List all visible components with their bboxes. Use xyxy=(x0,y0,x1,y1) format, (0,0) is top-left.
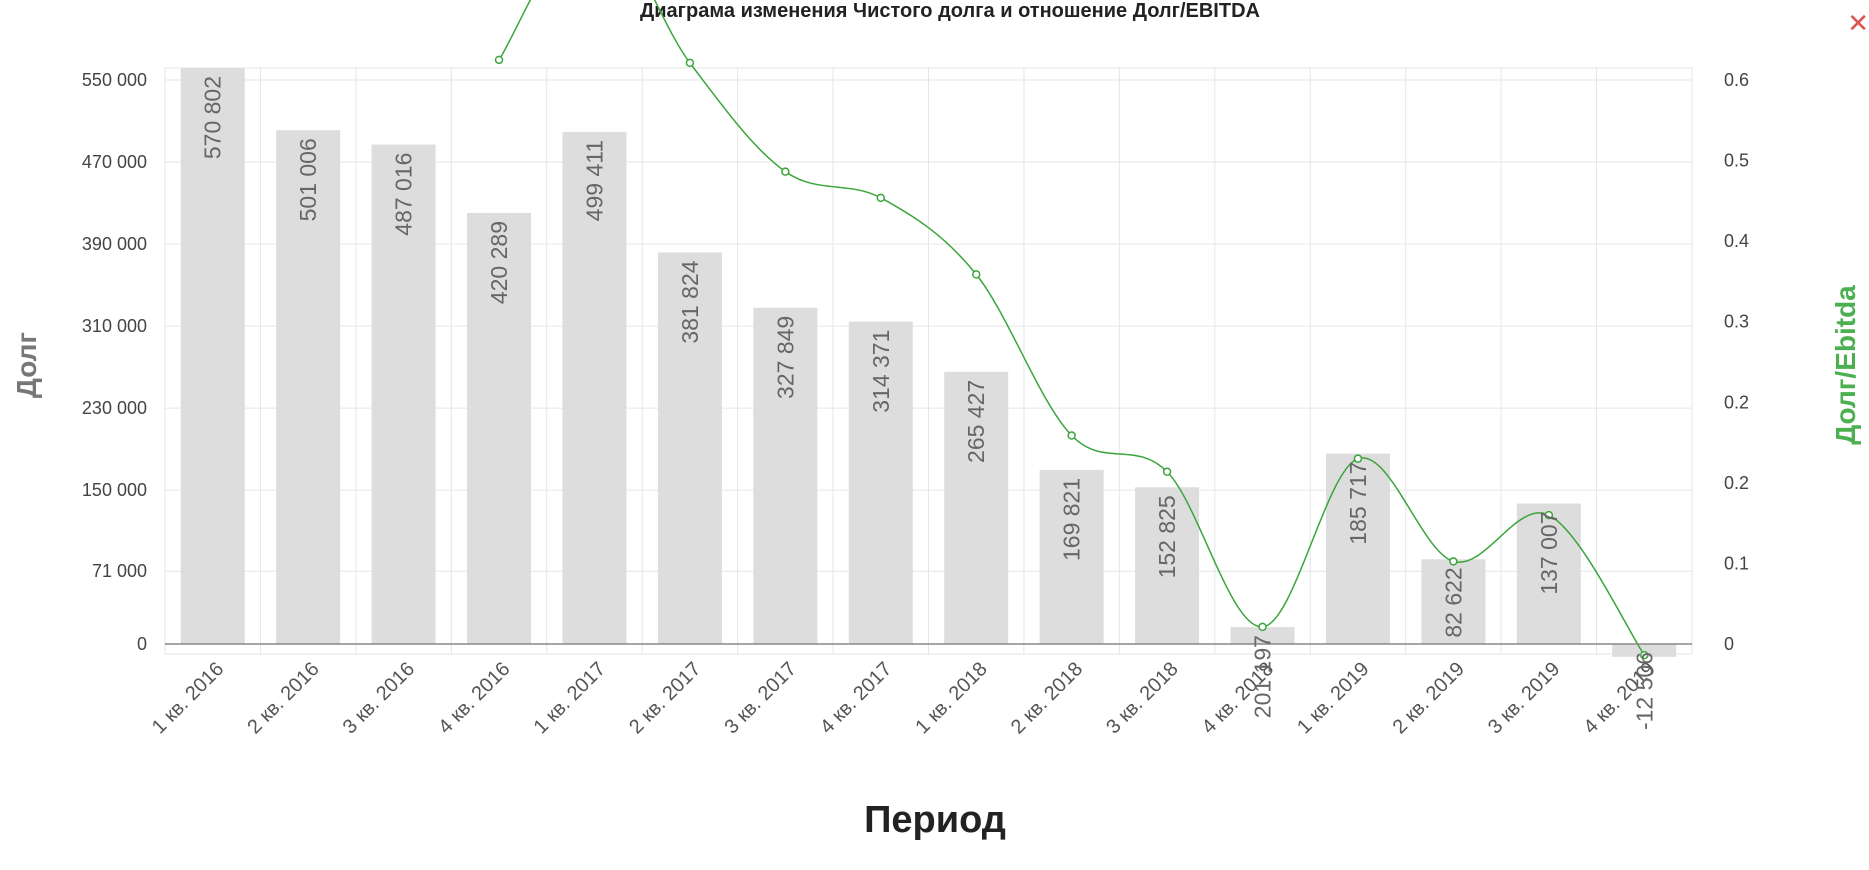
bar-value-label: 487 016 xyxy=(391,153,417,236)
bar-value-label: 499 411 xyxy=(581,140,607,221)
x-tick-label: 3 кв. 2019 xyxy=(1484,658,1564,738)
ratio-point xyxy=(685,58,695,68)
ratio-point xyxy=(1449,557,1458,566)
x-tick-label: 3 кв. 2016 xyxy=(339,658,419,738)
ratio-point xyxy=(971,270,981,279)
bar-value-label: 381 824 xyxy=(677,260,703,343)
y2-tick-label: 0.4 xyxy=(1724,231,1749,251)
ratio-point xyxy=(876,193,886,203)
bar xyxy=(1516,503,1581,644)
grid xyxy=(164,67,1693,655)
bar xyxy=(1230,627,1295,644)
bar-value-label: 314 371 xyxy=(868,330,894,413)
bar-labels: 570 802 501 006 487 016 420 289 499 411 381 8… xyxy=(200,76,1658,730)
x-tick-label: 4 кв. 2017 xyxy=(816,658,896,738)
bar-value-label: 570 802 xyxy=(200,76,226,159)
x-tick-label: 1 кв. 2018 xyxy=(911,658,991,738)
x-axis-label: Период xyxy=(864,799,1006,841)
bar-value-label: 501 006 xyxy=(295,138,321,221)
bar xyxy=(180,68,245,644)
bar xyxy=(371,144,436,645)
bar xyxy=(1135,487,1200,644)
chart-title: Диаграма изменения Чистого долга и отнош… xyxy=(640,0,1260,22)
x-tick-label: 3 кв. 2017 xyxy=(721,658,801,738)
y-tick-label: 310 000 xyxy=(82,316,147,336)
bar xyxy=(1612,644,1677,657)
y-tick-label: 230 000 xyxy=(82,398,147,418)
y2-tick-label: 0 xyxy=(1724,634,1734,654)
bar xyxy=(276,130,341,645)
x-tick-label: 1 кв. 2019 xyxy=(1293,658,1373,738)
y-tick-label: 550 000 xyxy=(82,70,147,90)
ratio-point xyxy=(1544,510,1554,520)
x-tick-label: 3 кв. 2018 xyxy=(1102,658,1182,738)
y2-tick-label: 0.3 xyxy=(1724,312,1749,332)
ratio-point xyxy=(494,55,504,65)
y-tick-label: 150 000 xyxy=(82,480,147,500)
y2-tick-label: 0.6 xyxy=(1724,70,1749,90)
ratio-point xyxy=(1640,650,1649,660)
x-tick-label: 4 кв. 2016 xyxy=(434,658,514,738)
y-axis-label: Долг xyxy=(11,332,42,398)
bar-value-label: -12 506 xyxy=(1631,652,1657,730)
bar xyxy=(1421,559,1486,644)
bar xyxy=(657,252,722,644)
bar-value-label: 169 821 xyxy=(1059,478,1085,561)
y-tick-label: 470 000 xyxy=(82,152,147,172)
bar xyxy=(944,371,1009,644)
bar-value-label: 265 427 xyxy=(963,380,989,463)
bar-value-label: 137 007 xyxy=(1536,512,1562,595)
bar-value-label: 152 825 xyxy=(1154,495,1180,578)
ratio-point xyxy=(1258,622,1267,632)
x-tick-label: 1 кв. 2016 xyxy=(148,658,228,738)
x-tick-label: 2 кв. 2019 xyxy=(1389,658,1469,738)
y2-tick-label: 0.2 xyxy=(1724,473,1749,493)
x-tick-label: 2 кв. 2017 xyxy=(625,658,705,738)
y2-tick-label: 0.2 xyxy=(1724,392,1749,412)
bar xyxy=(1039,469,1104,644)
y2-axis-label: Долг/Ebitda xyxy=(1830,285,1861,445)
y2-tick-label: 0.5 xyxy=(1724,151,1749,171)
bar xyxy=(467,213,532,644)
bars xyxy=(180,68,1677,657)
ratio-point xyxy=(1067,431,1076,440)
bar-value-label: 420 289 xyxy=(486,221,512,304)
y-tick-label: 0 xyxy=(137,634,147,654)
x-tick-label: 1 кв. 2017 xyxy=(530,658,610,738)
bar-value-label: 201 197 xyxy=(1250,635,1276,718)
x-tick-label: 2 кв. 2016 xyxy=(243,658,323,738)
y-tick-label: 390 000 xyxy=(82,234,147,254)
bar xyxy=(848,321,913,644)
x-tick-label: 2 кв. 2018 xyxy=(1007,658,1087,738)
bar-value-label: 185 717 xyxy=(1345,462,1371,545)
bar xyxy=(562,131,627,645)
y2-tick-label: 0.1 xyxy=(1724,553,1749,573)
bar-value-label: 82 622 xyxy=(1440,567,1466,637)
ratio-point xyxy=(781,167,790,176)
bar-value-label: 327 849 xyxy=(772,316,798,399)
ratio-point xyxy=(1353,454,1363,463)
y-tick-label: 71 000 xyxy=(92,561,147,581)
ratio-point xyxy=(1162,467,1172,477)
close-icon[interactable]: ✕ xyxy=(1847,8,1869,38)
ratio-line xyxy=(494,0,1649,660)
bar xyxy=(753,307,818,644)
